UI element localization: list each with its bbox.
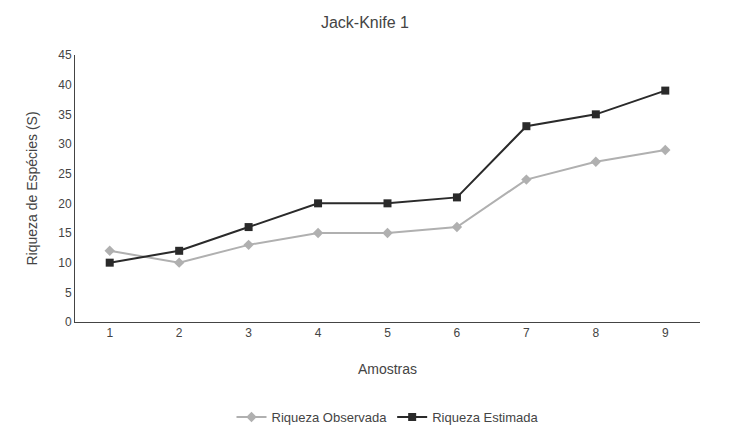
- svg-text:2: 2: [176, 326, 183, 340]
- svg-text:15: 15: [58, 226, 72, 240]
- svg-text:30: 30: [58, 137, 72, 151]
- svg-text:45: 45: [58, 48, 72, 62]
- svg-text:8: 8: [592, 326, 599, 340]
- svg-text:Jack-Knife 1: Jack-Knife 1: [321, 14, 409, 31]
- svg-text:Riqueza Estimada: Riqueza Estimada: [432, 410, 538, 425]
- svg-text:9: 9: [662, 326, 669, 340]
- svg-text:6: 6: [454, 326, 461, 340]
- svg-text:Amostras: Amostras: [358, 361, 417, 377]
- svg-text:0: 0: [65, 315, 72, 329]
- svg-text:25: 25: [58, 167, 72, 181]
- svg-text:20: 20: [58, 197, 72, 211]
- svg-text:Riqueza Observada: Riqueza Observada: [272, 410, 388, 425]
- svg-text:1: 1: [106, 326, 113, 340]
- svg-text:5: 5: [65, 286, 72, 300]
- svg-text:Riqueza de Espécies (S): Riqueza de Espécies (S): [24, 111, 40, 265]
- svg-text:10: 10: [58, 256, 72, 270]
- svg-text:7: 7: [523, 326, 530, 340]
- svg-text:5: 5: [384, 326, 391, 340]
- svg-text:35: 35: [58, 108, 72, 122]
- svg-text:3: 3: [245, 326, 252, 340]
- svg-text:40: 40: [58, 78, 72, 92]
- svg-text:4: 4: [315, 326, 322, 340]
